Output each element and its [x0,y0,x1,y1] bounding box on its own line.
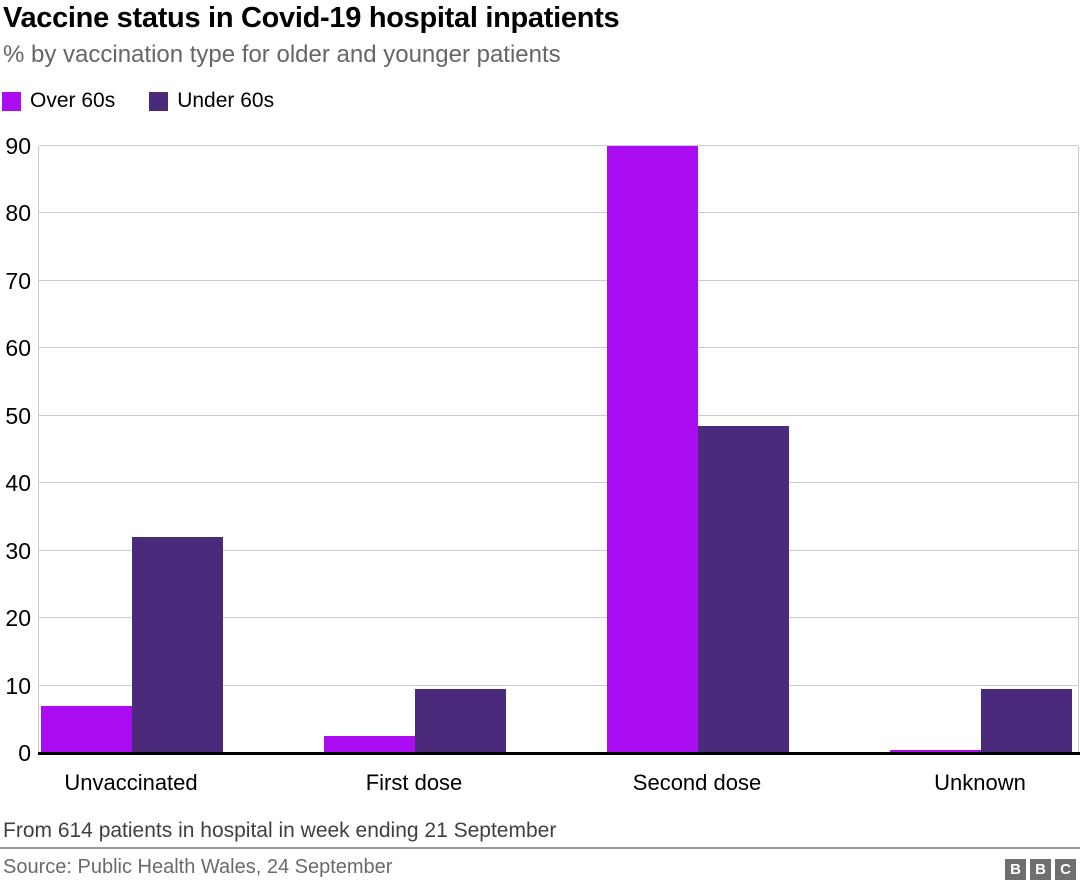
plot-area [38,145,1079,753]
bar-unknown-under-60s [981,688,1072,753]
y-tick-label-60: 60 [5,335,31,362]
bar-unvaccinated-under-60s [132,537,223,753]
footer-divider [0,847,1080,849]
y-tick-label-0: 0 [18,740,31,766]
gridline-40 [39,482,1078,484]
y-tick-label-30: 30 [5,537,31,564]
legend-label-under-60s: Under 60s [177,89,275,112]
chart-subtitle: % by vaccination type for older and youn… [3,41,561,68]
source-attribution: Source: Public Health Wales, 24 Septembe… [3,856,393,878]
gridline-80 [39,212,1078,214]
legend-swatch-over-60s [2,91,21,111]
y-tick-label-20: 20 [5,605,31,632]
chart-title: Vaccine status in Covid-19 hospital inpa… [3,2,620,34]
legend-swatch-under-60s [149,91,169,111]
bbc-logo-letter: B [1030,859,1051,880]
y-tick-label-40: 40 [5,470,31,497]
gridline-90 [39,145,1078,146]
bbc-logo-letter: C [1055,859,1076,880]
x-tick-label-second-dose: Second dose [632,770,762,795]
legend: Over 60s Under 60s [2,89,274,113]
x-axis-line [38,752,1080,755]
x-tick-label-first-dose: First dose [365,770,463,795]
bar-first-dose-over-60s [324,736,415,753]
y-tick-label-70: 70 [5,267,31,294]
bbc-logo-letter: B [1005,859,1026,880]
legend-label-over-60s: Over 60s [30,89,116,112]
gridline-30 [39,549,1078,551]
bar-second-dose-over-60s [607,146,698,753]
bar-second-dose-under-60s [698,425,789,753]
y-tick-label-80: 80 [5,200,31,227]
bbc-logo: B B C [1005,859,1076,880]
bar-first-dose-under-60s [415,688,506,753]
y-tick-label-10: 10 [5,672,31,699]
chart-footnote: From 614 patients in hospital in week en… [3,819,557,842]
gridline-50 [39,414,1078,416]
bar-unvaccinated-over-60s [41,705,132,753]
bar-unknown-over-60s [890,749,981,753]
x-tick-label-unknown: Unknown [934,770,1026,795]
y-tick-label-90: 90 [5,133,31,159]
legend-item-under-60s: Under 60s [149,89,274,113]
gridline-70 [39,279,1078,281]
x-tick-label-unvaccinated: Unvaccinated [64,770,198,795]
gridline-20 [39,617,1078,619]
gridline-60 [39,347,1078,349]
y-tick-label-50: 50 [5,402,31,429]
legend-item-over-60s: Over 60s [2,89,115,113]
gridline-10 [39,684,1078,686]
